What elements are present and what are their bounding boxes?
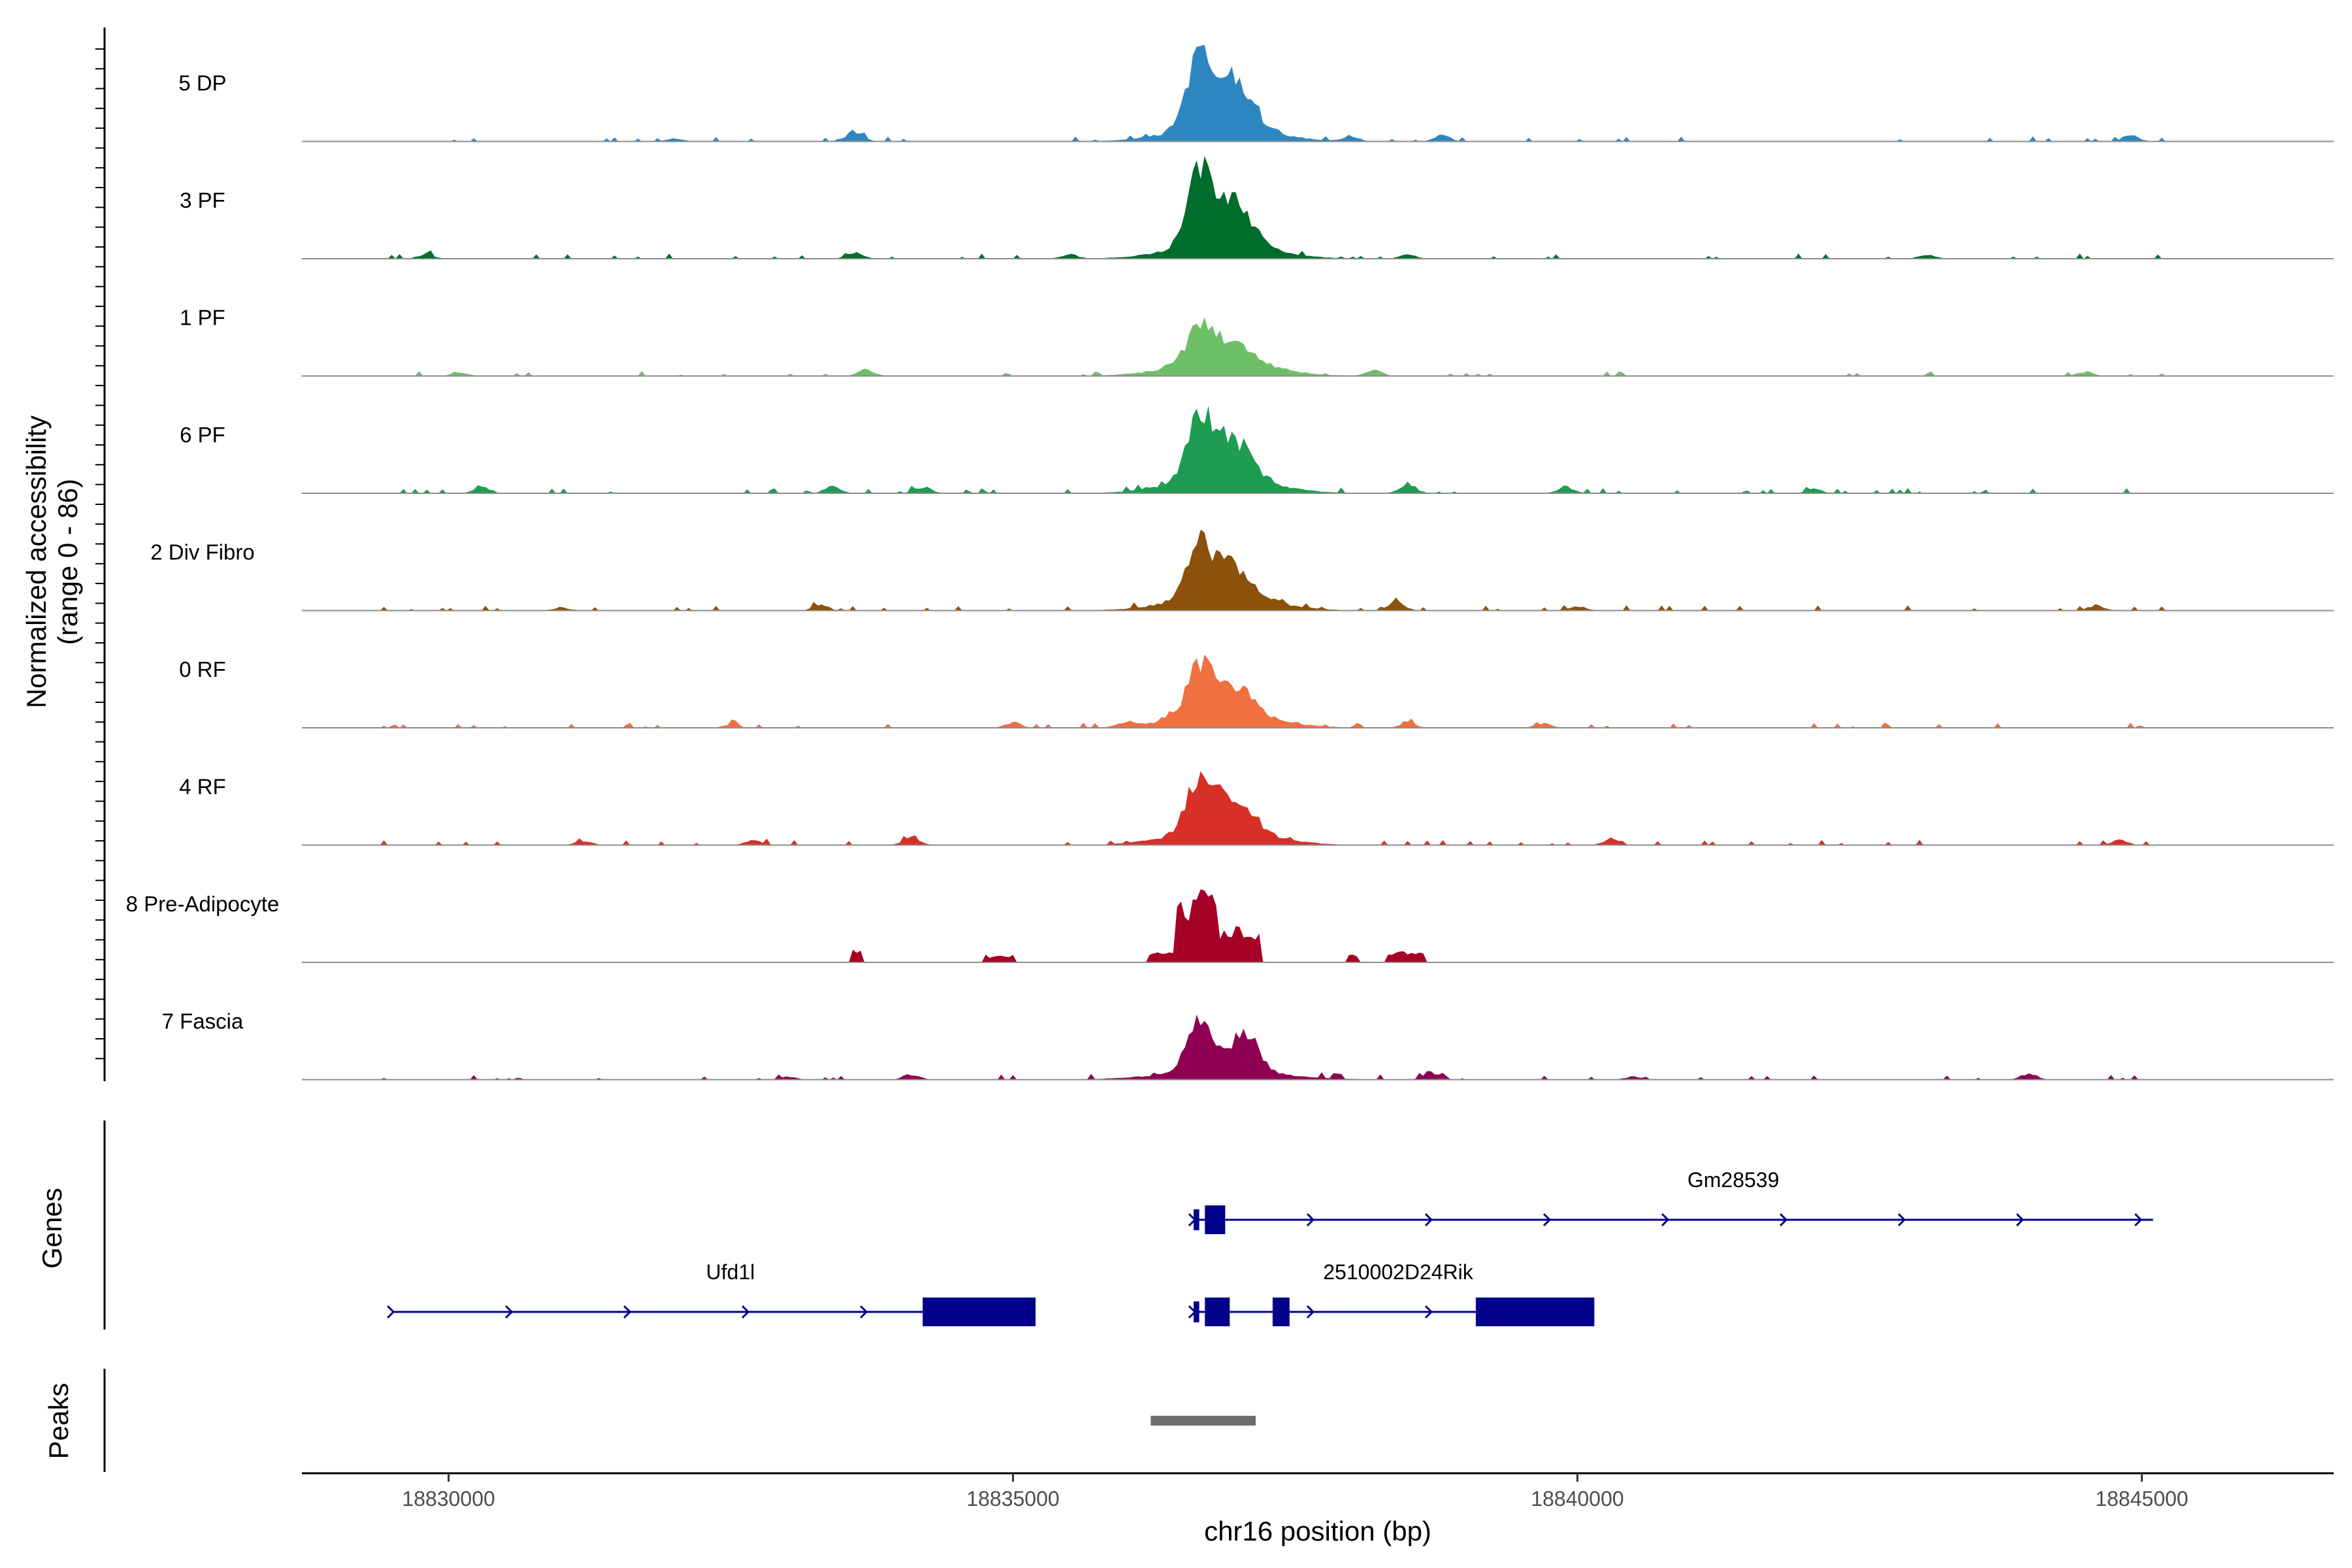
- strand-arrow: [860, 1305, 868, 1319]
- exon: [1193, 1301, 1200, 1322]
- gene-label: 2510002D24Rik: [1323, 1260, 1474, 1284]
- track-2-div-fibro: 2 Div Fibro: [150, 529, 2334, 612]
- track-label: 7 Fascia: [162, 1009, 244, 1034]
- y-axis-title-line-2: (range 0 - 86): [52, 479, 83, 645]
- coverage-area: [302, 655, 2334, 728]
- x-axis-tick-label: 18845000: [2095, 1487, 2188, 1511]
- strand-arrow: [1424, 1305, 1433, 1319]
- coverage-area: [302, 889, 2334, 962]
- y-axis-title: Normalized accessibility (range 0 - 86): [21, 416, 83, 708]
- coverage-area: [302, 156, 2334, 259]
- x-axis-tick-label: 18835000: [966, 1487, 1059, 1511]
- track-label: 3 PF: [180, 188, 225, 212]
- exon: [1272, 1298, 1290, 1326]
- track-label: 0 RF: [179, 657, 226, 681]
- coverage-area: [302, 529, 2334, 611]
- x-axis-tick-label: 18830000: [402, 1487, 495, 1511]
- strand-arrow: [1543, 1213, 1552, 1227]
- track-label: 6 PF: [180, 423, 225, 447]
- strand-arrow: [623, 1305, 632, 1319]
- track-label: 8 Pre-Adipocyte: [126, 892, 280, 916]
- track-label: 2 Div Fibro: [150, 540, 255, 564]
- y-axis: [95, 27, 106, 1081]
- strand-arrow: [1306, 1213, 1315, 1227]
- strand-arrow: [2016, 1213, 2025, 1227]
- strand-arrow: [387, 1305, 395, 1319]
- exon: [1205, 1205, 1226, 1234]
- x-axis-title: chr16 position (bp): [1204, 1516, 1431, 1546]
- track-label: 5 DP: [178, 71, 226, 95]
- track-1-pf: 1 PF: [180, 306, 2334, 377]
- exon: [1205, 1298, 1230, 1326]
- coverage-area: [302, 44, 2334, 142]
- x-axis-tick-label: 18840000: [1531, 1487, 1624, 1511]
- strand-arrow: [1306, 1305, 1315, 1319]
- strand-arrow: [742, 1305, 750, 1319]
- strand-arrow: [1661, 1213, 1670, 1227]
- gene-ufd1l: Ufd1l: [387, 1260, 1036, 1326]
- gene-track: Gm28539 Ufd1l 2510002D24Rik: [387, 1168, 2153, 1326]
- track-8-pre-adipocyte: 8 Pre-Adipocyte: [126, 889, 2334, 963]
- coverage-tracks: 5 DP 3 PF 1 PF 6 PF 2 Div Fibro 0 RF 4 RF 8 Pre…: [126, 44, 2334, 1081]
- gene-label: Ufd1l: [706, 1260, 755, 1284]
- strand-arrow: [505, 1305, 514, 1319]
- coverage-area: [302, 317, 2334, 376]
- coverage-area: [302, 771, 2334, 845]
- coverage-area: [302, 1014, 2334, 1080]
- strand-arrow: [2134, 1213, 2143, 1227]
- track-4-rf: 4 RF: [179, 771, 2334, 846]
- strand-arrow: [1897, 1213, 1906, 1227]
- peak-region: [1151, 1416, 1256, 1426]
- exon: [1193, 1209, 1200, 1230]
- peak-track: [1151, 1416, 1256, 1426]
- track-7-fascia: 7 Fascia: [162, 1009, 2334, 1081]
- peak-track-label: Peaks: [43, 1383, 74, 1460]
- coverage-area: [302, 406, 2334, 493]
- gene-track-label: Genes: [37, 1188, 67, 1269]
- track-label: 1 PF: [180, 306, 225, 330]
- gene-label: Gm28539: [1688, 1168, 1780, 1192]
- track-3-pf: 3 PF: [180, 156, 2334, 259]
- strand-arrow: [1424, 1213, 1433, 1227]
- exon: [923, 1298, 1036, 1326]
- x-axis: 18830000 18835000 18840000 18845000: [302, 1472, 2334, 1511]
- track-5-dp: 5 DP: [178, 44, 2334, 142]
- track-label: 4 RF: [179, 775, 226, 799]
- strand-arrow: [1779, 1213, 1788, 1227]
- gene-gm28539: Gm28539: [1188, 1168, 2153, 1234]
- track-0-rf: 0 RF: [179, 655, 2334, 728]
- exon: [1475, 1298, 1595, 1326]
- gene-2510002d24rik: 2510002D24Rik: [1188, 1260, 1595, 1326]
- track-6-pf: 6 PF: [180, 406, 2334, 494]
- y-axis-title-line-1: Normalized accessibility: [21, 416, 52, 708]
